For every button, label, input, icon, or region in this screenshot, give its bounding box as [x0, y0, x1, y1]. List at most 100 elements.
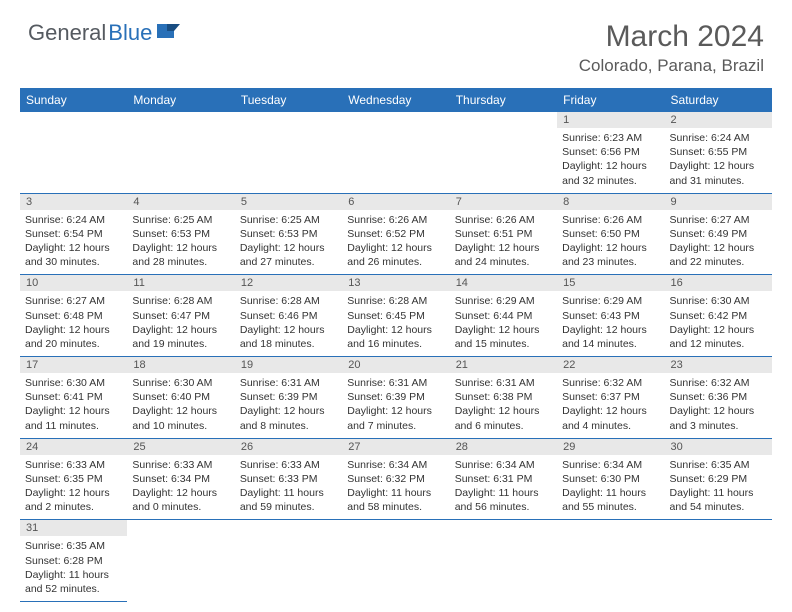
sunset-text: Sunset: 6:45 PM [347, 309, 444, 323]
sunset-text: Sunset: 6:54 PM [25, 227, 122, 241]
day-cell: Sunrise: 6:25 AMSunset: 6:53 PMDaylight:… [127, 210, 234, 275]
sunset-text: Sunset: 6:31 PM [455, 472, 552, 486]
day-cell: Sunrise: 6:29 AMSunset: 6:44 PMDaylight:… [450, 291, 557, 356]
daynum-cell: 7 [450, 193, 557, 210]
day-cell [342, 536, 449, 601]
daynum-row: 10111213141516 [20, 275, 772, 292]
daynum-cell [127, 520, 234, 537]
daynum-cell: 19 [235, 357, 342, 374]
sunrise-text: Sunrise: 6:27 AM [25, 294, 122, 308]
daylight-text: Daylight: 12 hours and 30 minutes. [25, 241, 122, 269]
daynum-cell: 2 [665, 112, 772, 128]
daylight-text: Daylight: 12 hours and 2 minutes. [25, 486, 122, 514]
daylight-text: Daylight: 12 hours and 26 minutes. [347, 241, 444, 269]
day-cell [235, 128, 342, 193]
daynum-cell: 28 [450, 438, 557, 455]
sunset-text: Sunset: 6:41 PM [25, 390, 122, 404]
day-header-cell: Tuesday [235, 88, 342, 112]
daynum-cell: 30 [665, 438, 772, 455]
sunset-text: Sunset: 6:47 PM [132, 309, 229, 323]
day-cell: Sunrise: 6:27 AMSunset: 6:48 PMDaylight:… [20, 291, 127, 356]
sunrise-text: Sunrise: 6:33 AM [132, 458, 229, 472]
sunset-text: Sunset: 6:36 PM [670, 390, 767, 404]
daynum-cell: 3 [20, 193, 127, 210]
sunrise-text: Sunrise: 6:30 AM [132, 376, 229, 390]
sunrise-text: Sunrise: 6:30 AM [670, 294, 767, 308]
sunset-text: Sunset: 6:29 PM [670, 472, 767, 486]
sunset-text: Sunset: 6:56 PM [562, 145, 659, 159]
daynum-cell: 24 [20, 438, 127, 455]
daynum-cell: 18 [127, 357, 234, 374]
logo: GeneralBlue [28, 20, 182, 46]
sunrise-text: Sunrise: 6:29 AM [455, 294, 552, 308]
sunset-text: Sunset: 6:44 PM [455, 309, 552, 323]
day-cell [450, 128, 557, 193]
daynum-cell [450, 520, 557, 537]
flag-icon [156, 20, 182, 46]
daynum-cell: 22 [557, 357, 664, 374]
daynum-cell: 1 [557, 112, 664, 128]
sunset-text: Sunset: 6:55 PM [670, 145, 767, 159]
daynum-cell: 25 [127, 438, 234, 455]
daynum-row: 3456789 [20, 193, 772, 210]
sunset-text: Sunset: 6:30 PM [562, 472, 659, 486]
daynum-cell: 13 [342, 275, 449, 292]
sunset-text: Sunset: 6:42 PM [670, 309, 767, 323]
logo-text-blue: Blue [108, 20, 152, 46]
daylight-text: Daylight: 12 hours and 19 minutes. [132, 323, 229, 351]
sunset-text: Sunset: 6:40 PM [132, 390, 229, 404]
location-text: Colorado, Parana, Brazil [579, 56, 764, 76]
day-cell: Sunrise: 6:33 AMSunset: 6:35 PMDaylight:… [20, 455, 127, 520]
sunset-text: Sunset: 6:34 PM [132, 472, 229, 486]
sunrise-text: Sunrise: 6:24 AM [670, 131, 767, 145]
daynum-cell: 23 [665, 357, 772, 374]
daylight-text: Daylight: 12 hours and 0 minutes. [132, 486, 229, 514]
daynum-cell [342, 520, 449, 537]
daylight-text: Daylight: 12 hours and 6 minutes. [455, 404, 552, 432]
sunset-text: Sunset: 6:43 PM [562, 309, 659, 323]
sunset-text: Sunset: 6:51 PM [455, 227, 552, 241]
daynum-cell: 26 [235, 438, 342, 455]
daynum-cell [235, 520, 342, 537]
week-row: Sunrise: 6:35 AMSunset: 6:28 PMDaylight:… [20, 536, 772, 601]
sunrise-text: Sunrise: 6:34 AM [455, 458, 552, 472]
sunrise-text: Sunrise: 6:35 AM [25, 539, 122, 553]
day-cell [20, 128, 127, 193]
day-cell: Sunrise: 6:23 AMSunset: 6:56 PMDaylight:… [557, 128, 664, 193]
daynum-cell: 27 [342, 438, 449, 455]
daynum-cell: 5 [235, 193, 342, 210]
sunset-text: Sunset: 6:52 PM [347, 227, 444, 241]
day-cell: Sunrise: 6:34 AMSunset: 6:30 PMDaylight:… [557, 455, 664, 520]
day-cell [665, 536, 772, 601]
sunset-text: Sunset: 6:32 PM [347, 472, 444, 486]
daynum-row: 24252627282930 [20, 438, 772, 455]
day-cell: Sunrise: 6:33 AMSunset: 6:34 PMDaylight:… [127, 455, 234, 520]
day-cell: Sunrise: 6:26 AMSunset: 6:50 PMDaylight:… [557, 210, 664, 275]
sunrise-text: Sunrise: 6:34 AM [347, 458, 444, 472]
sunset-text: Sunset: 6:37 PM [562, 390, 659, 404]
day-cell: Sunrise: 6:31 AMSunset: 6:39 PMDaylight:… [342, 373, 449, 438]
daylight-text: Daylight: 11 hours and 56 minutes. [455, 486, 552, 514]
sunrise-text: Sunrise: 6:28 AM [132, 294, 229, 308]
sunrise-text: Sunrise: 6:28 AM [240, 294, 337, 308]
sunrise-text: Sunrise: 6:27 AM [670, 213, 767, 227]
day-header-cell: Saturday [665, 88, 772, 112]
day-cell: Sunrise: 6:32 AMSunset: 6:36 PMDaylight:… [665, 373, 772, 438]
day-cell [127, 536, 234, 601]
sunset-text: Sunset: 6:38 PM [455, 390, 552, 404]
daylight-text: Daylight: 12 hours and 15 minutes. [455, 323, 552, 351]
day-cell [450, 536, 557, 601]
daylight-text: Daylight: 12 hours and 12 minutes. [670, 323, 767, 351]
logo-text-general: General [28, 20, 106, 46]
daylight-text: Daylight: 12 hours and 32 minutes. [562, 159, 659, 187]
sunset-text: Sunset: 6:39 PM [347, 390, 444, 404]
sunrise-text: Sunrise: 6:32 AM [562, 376, 659, 390]
daynum-cell [342, 112, 449, 128]
sunrise-text: Sunrise: 6:33 AM [240, 458, 337, 472]
daynum-cell: 17 [20, 357, 127, 374]
daylight-text: Daylight: 12 hours and 16 minutes. [347, 323, 444, 351]
month-title: March 2024 [579, 20, 764, 54]
day-cell: Sunrise: 6:31 AMSunset: 6:38 PMDaylight:… [450, 373, 557, 438]
sunset-text: Sunset: 6:28 PM [25, 554, 122, 568]
sunset-text: Sunset: 6:53 PM [240, 227, 337, 241]
